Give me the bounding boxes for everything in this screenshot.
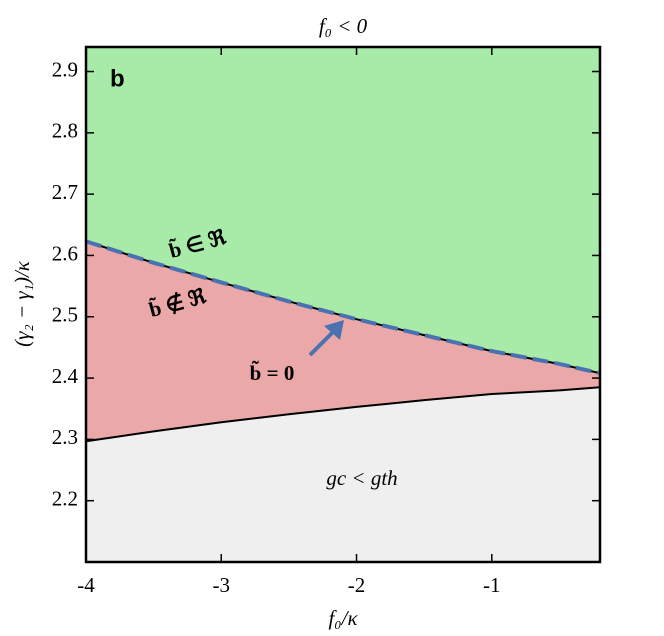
- plot-frame: [84, 45, 602, 564]
- annotation: b̃ = 0: [250, 361, 295, 385]
- arrow-head: [324, 320, 344, 340]
- x-axis-label: f₀/κ: [328, 606, 358, 630]
- region: [86, 47, 600, 374]
- annotation: gc < gth: [326, 466, 397, 490]
- region: [86, 387, 600, 562]
- regions: [86, 47, 600, 562]
- lines: [85, 239, 601, 443]
- y-tick-label: 2.6: [52, 241, 78, 265]
- panel-label: b: [110, 65, 125, 92]
- boundary-line-dashed: [85, 239, 601, 376]
- y-tick-label: 2.2: [52, 487, 78, 511]
- arrow: [308, 320, 344, 357]
- chart-title: f₀ < 0: [319, 14, 368, 38]
- y-tick-label: 2.7: [52, 180, 78, 204]
- y-axis-label: (γ₂ − γ₁)/κ: [10, 260, 34, 347]
- y-tick-label: 2.9: [52, 57, 78, 81]
- x-tick-label: -2: [348, 573, 366, 597]
- y-tick-label: 2.4: [52, 364, 79, 388]
- y-tick-label: 2.8: [52, 119, 78, 143]
- boundary-line: [85, 386, 601, 443]
- region: [86, 241, 600, 442]
- x-tick-label: -3: [213, 573, 231, 597]
- y-tick-label: 2.5: [52, 303, 78, 327]
- arrow-shaft: [308, 329, 336, 357]
- x-tick-label: -4: [77, 573, 95, 597]
- x-tick-label: -1: [483, 573, 501, 597]
- y-tick-label: 2.3: [52, 425, 78, 449]
